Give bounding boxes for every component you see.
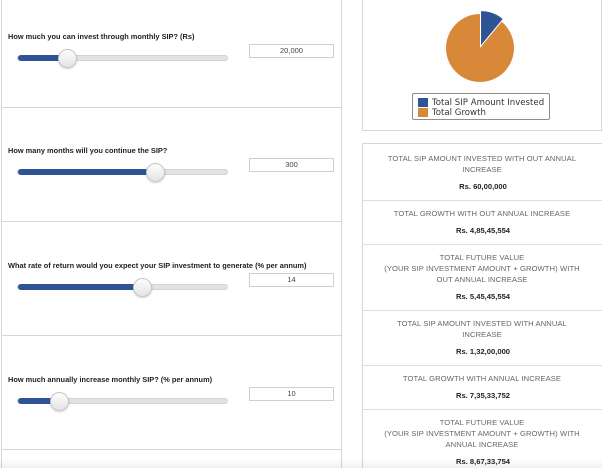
result-value-invested-with-increase: Rs. 1,32,00,000	[455, 347, 511, 356]
monthly-sip-slider-thumb[interactable]	[58, 49, 77, 68]
section-divider	[1, 107, 342, 108]
result-title-line: (YOUR SIP INVESTMENT AMOUNT + GROWTH) WI…	[384, 429, 580, 438]
sip-input-panel: How much you can invest through monthly …	[1, 0, 342, 468]
panel-border-right	[341, 0, 342, 468]
result-title-line: TOTAL SIP AMOUNT INVESTED WITH ANNUAL	[397, 319, 567, 328]
investment-pie-chart	[446, 11, 514, 82]
annual-increase-slider[interactable]	[17, 392, 228, 411]
monthly-sip-value-input[interactable]: 20,000	[249, 44, 334, 58]
result-title-line: (YOUR SIP INVESTMENT AMOUNT + GROWTH) WI…	[384, 264, 580, 273]
result-title-invested-without-increase: TOTAL SIP AMOUNT INVESTED WITH OUT ANNUA…	[371, 153, 593, 175]
return-rate-question: What rate of return would you expect you…	[8, 261, 307, 270]
result-title-line: INCREASE	[462, 165, 502, 174]
legend-label-invested: Total SIP Amount Invested	[432, 97, 545, 108]
legend-label-growth: Total Growth	[432, 107, 486, 118]
monthly-sip-slider-fill	[18, 55, 67, 61]
pie-slice-total-invested	[481, 11, 503, 46]
sip-months-question: How many months will you continue the SI…	[8, 146, 168, 155]
result-divider	[363, 200, 602, 201]
results-summary: TOTAL SIP AMOUNT INVESTED WITH OUT ANNUA…	[362, 143, 602, 468]
panel-border-left	[1, 0, 2, 468]
return-rate-value-input[interactable]: 14	[249, 273, 334, 287]
sip-months-slider[interactable]	[17, 163, 228, 182]
legend-swatch-invested	[418, 98, 428, 107]
result-divider	[363, 310, 602, 311]
result-title-growth-without-increase: TOTAL GROWTH WITH OUT ANNUAL INCREASE	[371, 208, 593, 219]
result-title-future-value-without-increase: TOTAL FUTURE VALUE (YOUR SIP INVESTMENT …	[371, 252, 593, 285]
annual-increase-question: How much annually increase monthly SIP? …	[8, 375, 213, 384]
chart-legend: Total SIP Amount Invested Total Growth	[412, 93, 550, 120]
annual-increase-slider-fill	[18, 398, 59, 404]
result-title-line: INCREASE	[462, 330, 502, 339]
monthly-sip-slider[interactable]	[17, 49, 228, 68]
result-title-line: TOTAL GROWTH WITH ANNUAL INCREASE	[402, 374, 562, 383]
annual-increase-slider-thumb[interactable]	[50, 392, 69, 411]
section-divider	[1, 221, 342, 222]
section-divider	[1, 335, 342, 336]
result-divider	[363, 244, 602, 245]
result-title-future-value-with-increase: TOTAL FUTURE VALUE (YOUR SIP INVESTMENT …	[371, 417, 593, 450]
return-rate-slider[interactable]	[17, 278, 228, 297]
sip-months-slider-thumb[interactable]	[146, 163, 165, 182]
annual-increase-value-input[interactable]: 10	[249, 387, 334, 401]
result-value-growth-with-increase: Rs. 7,35,33,752	[455, 391, 511, 400]
sip-months-slider-fill	[18, 169, 155, 175]
return-rate-slider-thumb[interactable]	[133, 278, 152, 297]
legend-item-invested: Total SIP Amount Invested	[418, 97, 544, 108]
result-value-invested-without-increase: Rs. 60,00,000	[459, 182, 507, 191]
sip-months-value-input[interactable]: 300	[249, 158, 334, 172]
result-title-line: TOTAL GROWTH WITH OUT ANNUAL INCREASE	[393, 209, 571, 218]
result-divider	[363, 365, 602, 366]
result-title-growth-with-increase: TOTAL GROWTH WITH ANNUAL INCREASE	[371, 373, 593, 384]
return-rate-slider-fill	[18, 284, 142, 290]
legend-item-growth: Total Growth	[418, 107, 486, 118]
section-divider	[1, 449, 342, 450]
result-title-line: TOTAL SIP AMOUNT INVESTED WITH OUT ANNUA…	[387, 154, 577, 163]
result-value-growth-without-increase: Rs. 4,85,45,554	[455, 226, 511, 235]
monthly-sip-question: How much you can invest through monthly …	[8, 32, 195, 41]
result-title-invested-with-increase: TOTAL SIP AMOUNT INVESTED WITH ANNUAL IN…	[371, 318, 593, 340]
result-value-future-value-with-increase: Rs. 8,67,33,754	[455, 457, 511, 466]
pie-slice-total-growth	[446, 14, 514, 82]
legend-swatch-growth	[418, 108, 428, 117]
result-title-line: TOTAL FUTURE VALUE	[439, 418, 525, 427]
result-title-line: ANNUAL INCREASE	[445, 440, 519, 449]
result-title-line: OUT ANNUAL INCREASE	[436, 275, 528, 284]
result-divider	[363, 409, 602, 410]
result-title-line: TOTAL FUTURE VALUE	[439, 253, 525, 262]
result-value-future-value-without-increase: Rs. 5,45,45,554	[455, 292, 511, 301]
